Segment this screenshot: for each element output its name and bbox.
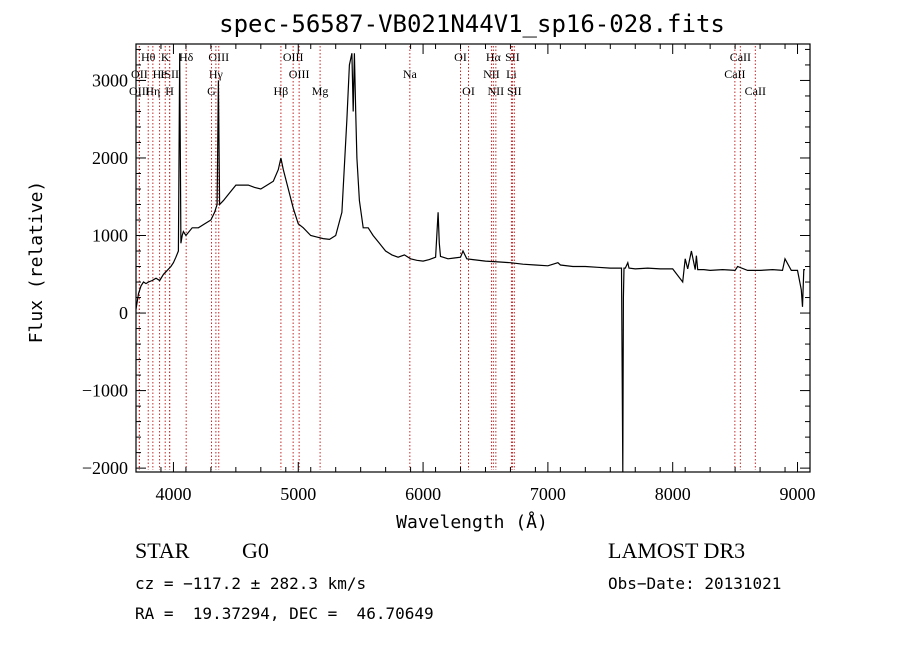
marker-label: Hθ (141, 50, 156, 64)
marker-label: OI (462, 84, 475, 98)
marker-label: CaII (724, 67, 745, 81)
object-subclass: G0 (242, 538, 269, 563)
y-axis-label: Flux (relative) (26, 181, 47, 344)
y-tick-label: −2000 (82, 458, 128, 478)
marker-label: OIII (289, 67, 310, 81)
x-tick-label: 8000 (655, 484, 691, 504)
marker-label: NII (488, 84, 505, 98)
x-tick-label: 9000 (780, 484, 816, 504)
marker-label: CaII (730, 50, 751, 64)
y-tick-label: 3000 (92, 70, 128, 90)
observation-date: Obs−Date: 20131021 (608, 574, 782, 593)
marker-label: K (161, 50, 170, 64)
x-axis-label: Wavelength (Å) (396, 511, 548, 533)
x-tick-label: 7000 (530, 484, 566, 504)
x-tick-label: 6000 (405, 484, 441, 504)
marker-label: OIII (208, 50, 229, 64)
marker-label: Hα (486, 50, 502, 64)
ra-dec-coordinates: RA = 19.37294, DEC = 46.70649 (135, 604, 434, 623)
marker-label: SII (507, 84, 522, 98)
y-tick-label: 1000 (92, 226, 128, 246)
marker-label: OIII (129, 84, 150, 98)
marker-label: Hγ (209, 67, 224, 81)
marker-label: CaII (745, 84, 766, 98)
marker-label: Hβ (274, 84, 289, 98)
marker-label: Mg (312, 84, 329, 98)
marker-label: OIII (283, 50, 304, 64)
spectrum-chart: spec-56587-VB021N44V1_sp16-028.fits Hθ OI… (26, 10, 816, 533)
spectrum-line (135, 53, 805, 473)
survey-label: LAMOST DR3 (608, 538, 746, 563)
y-tick-label: 0 (119, 303, 128, 323)
marker-label: Hδ (179, 50, 194, 64)
plot-frame (135, 43, 811, 473)
marker-label: Na (403, 67, 418, 81)
marker-label: H (165, 84, 174, 98)
axis-ticks: 4000 5000 6000 7000 8000 9000 −2000 −1000 0 1000 2… (82, 44, 816, 504)
marker-label: NII (483, 67, 500, 81)
marker-label: Li (506, 67, 517, 81)
marker-label: Hη (145, 84, 160, 98)
object-class: STAR (135, 538, 190, 563)
marker-label: SII (505, 50, 520, 64)
marker-label: He (153, 67, 167, 81)
x-tick-label: 5000 (280, 484, 316, 504)
marker-label: OI (454, 50, 467, 64)
redshift-velocity: cz = −117.2 ± 282.3 km/s (135, 574, 367, 593)
x-tick-label: 4000 (155, 484, 191, 504)
chart-title: spec-56587-VB021N44V1_sp16-028.fits (219, 10, 725, 38)
y-tick-label: −1000 (82, 381, 128, 401)
y-tick-label: 2000 (92, 148, 128, 168)
marker-label: G (207, 84, 216, 98)
